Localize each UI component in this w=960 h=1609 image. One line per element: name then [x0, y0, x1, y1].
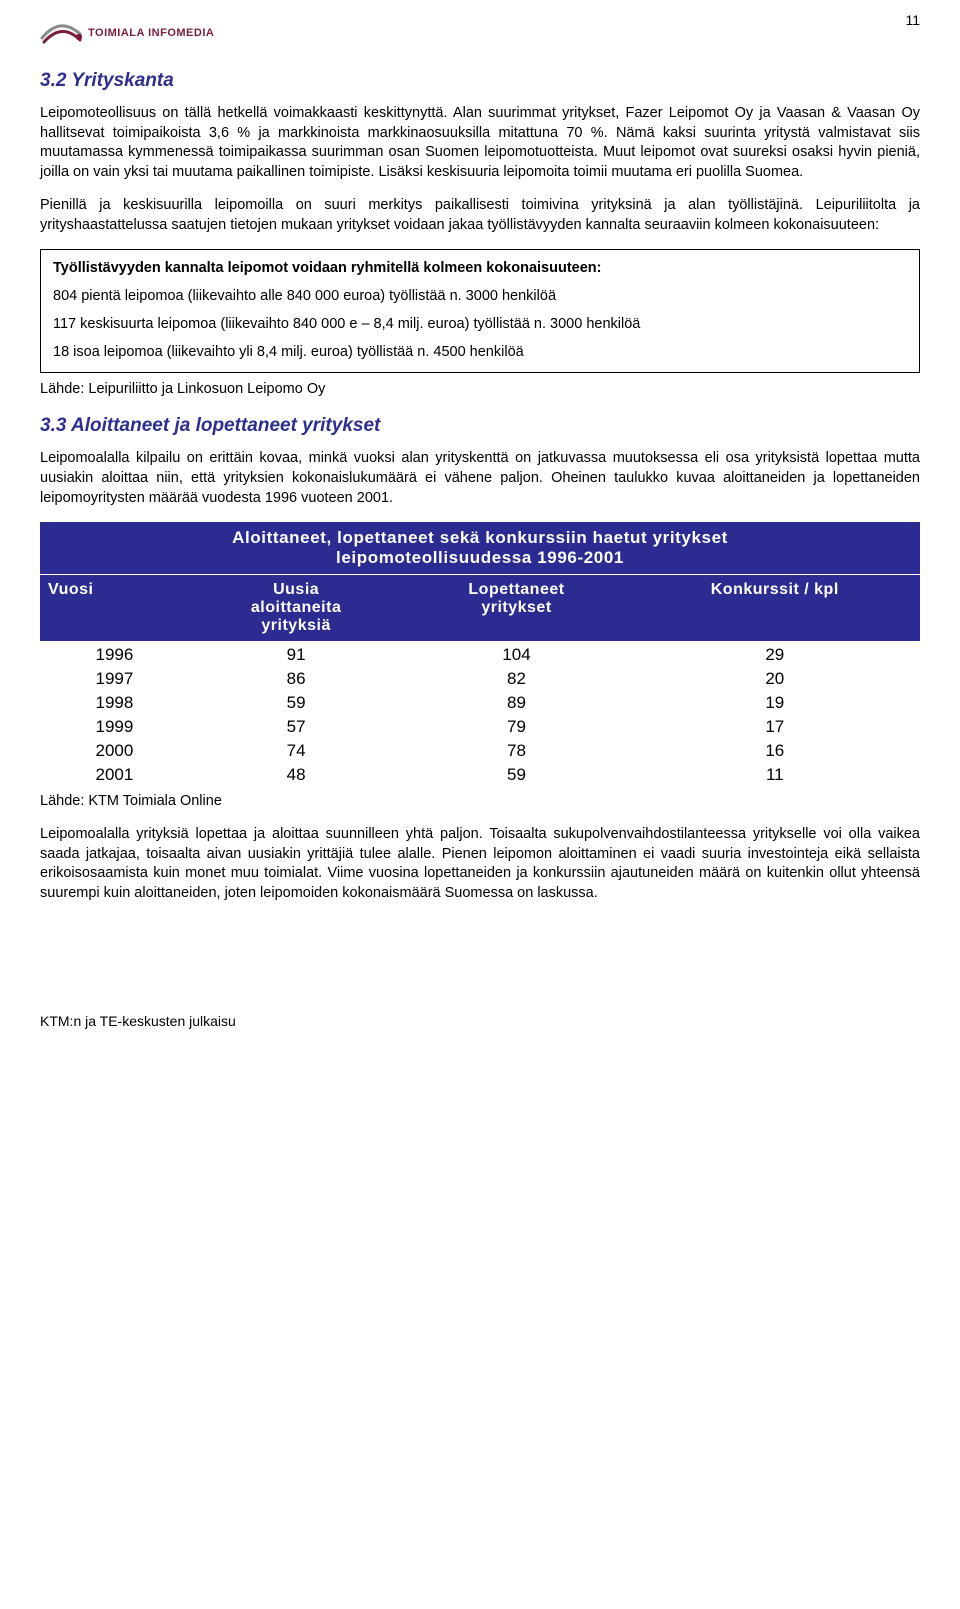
- cell-started: 91: [189, 642, 404, 667]
- col-konkurssit: Konkurssit / kpl: [630, 575, 920, 643]
- paragraph-3: Leipomoalalla kilpailu on erittäin kovaa…: [40, 449, 920, 508]
- cell-year: 2000: [40, 739, 189, 763]
- summary-box: Työllistävyyden kannalta leipomot voidaa…: [40, 249, 920, 373]
- table-body: 1996 91 104 29 1997 86 82 20 1998 59 89 …: [40, 642, 920, 787]
- section-3-3-title: 3.3 Aloittaneet ja lopettaneet yritykset: [40, 415, 920, 437]
- col-uusia-l3: yrityksiä: [261, 617, 330, 634]
- col-lop-l1: Lopettaneet: [468, 581, 564, 598]
- logo-swoosh-icon: [40, 20, 82, 46]
- cell-year: 1996: [40, 642, 189, 667]
- cell-started: 48: [189, 763, 404, 787]
- table-title: Aloittaneet, lopettaneet sekä konkurssii…: [40, 522, 920, 575]
- box-title: Työllistävyyden kannalta leipomot voidaa…: [53, 260, 907, 276]
- cell-started: 86: [189, 667, 404, 691]
- cell-ended: 78: [403, 739, 629, 763]
- table-title-line-1: Aloittaneet, lopettaneet sekä konkurssii…: [232, 528, 728, 547]
- cell-year: 1997: [40, 667, 189, 691]
- cell-bankrupt: 17: [630, 715, 920, 739]
- section-3-2-title: 3.2 Yrityskanta: [40, 70, 920, 92]
- col-uusia-l1: Uusia: [273, 581, 319, 598]
- col-vuosi: Vuosi: [40, 575, 189, 643]
- col-uusia: Uusia aloittaneita yrityksiä: [189, 575, 404, 643]
- cell-year: 1999: [40, 715, 189, 739]
- cell-year: 2001: [40, 763, 189, 787]
- cell-bankrupt: 16: [630, 739, 920, 763]
- cell-started: 74: [189, 739, 404, 763]
- cell-ended: 89: [403, 691, 629, 715]
- logo-text: TOIMIALA INFOMEDIA: [88, 27, 214, 39]
- page-number: 11: [905, 12, 920, 28]
- cell-ended: 104: [403, 642, 629, 667]
- box-line-1: 804 pientä leipomoa (liikevaihto alle 84…: [53, 288, 907, 304]
- cell-ended: 82: [403, 667, 629, 691]
- table-row: 1998 59 89 19: [40, 691, 920, 715]
- cell-bankrupt: 20: [630, 667, 920, 691]
- table-row: 1997 86 82 20: [40, 667, 920, 691]
- cell-started: 57: [189, 715, 404, 739]
- brand-logo: TOIMIALA INFOMEDIA: [40, 20, 920, 46]
- cell-bankrupt: 11: [630, 763, 920, 787]
- cell-ended: 79: [403, 715, 629, 739]
- paragraph-1: Leipomoteollisuus on tällä hetkellä voim…: [40, 104, 920, 182]
- paragraph-2: Pienillä ja keskisuurilla leipomoilla on…: [40, 196, 920, 235]
- footer-text: KTM:n ja TE-keskusten julkaisu: [40, 1013, 920, 1029]
- companies-table: Aloittaneet, lopettaneet sekä konkurssii…: [40, 522, 920, 787]
- table-row: 2001 48 59 11: [40, 763, 920, 787]
- paragraph-4: Leipomoalalla yrityksiä lopettaa ja aloi…: [40, 825, 920, 903]
- document-page: 11 TOIMIALA INFOMEDIA 3.2 Yrityskanta Le…: [0, 0, 960, 1069]
- cell-ended: 59: [403, 763, 629, 787]
- box-line-2: 117 keskisuurta leipomoa (liikevaihto 84…: [53, 316, 907, 332]
- table-row: 1999 57 79 17: [40, 715, 920, 739]
- cell-year: 1998: [40, 691, 189, 715]
- cell-bankrupt: 19: [630, 691, 920, 715]
- table-title-line-2: leipomoteollisuudessa 1996-2001: [336, 548, 624, 567]
- cell-bankrupt: 29: [630, 642, 920, 667]
- table-row: 1996 91 104 29: [40, 642, 920, 667]
- table-source: Lähde: KTM Toimiala Online: [40, 793, 920, 809]
- col-lop-l2: yritykset: [481, 599, 551, 616]
- box-line-3: 18 isoa leipomoa (liikevaihto yli 8,4 mi…: [53, 344, 907, 360]
- table-row: 2000 74 78 16: [40, 739, 920, 763]
- cell-started: 59: [189, 691, 404, 715]
- col-lopettaneet: Lopettaneet yritykset: [403, 575, 629, 643]
- box-source: Lähde: Leipuriliitto ja Linkosuon Leipom…: [40, 381, 920, 397]
- col-uusia-l2: aloittaneita: [251, 599, 341, 616]
